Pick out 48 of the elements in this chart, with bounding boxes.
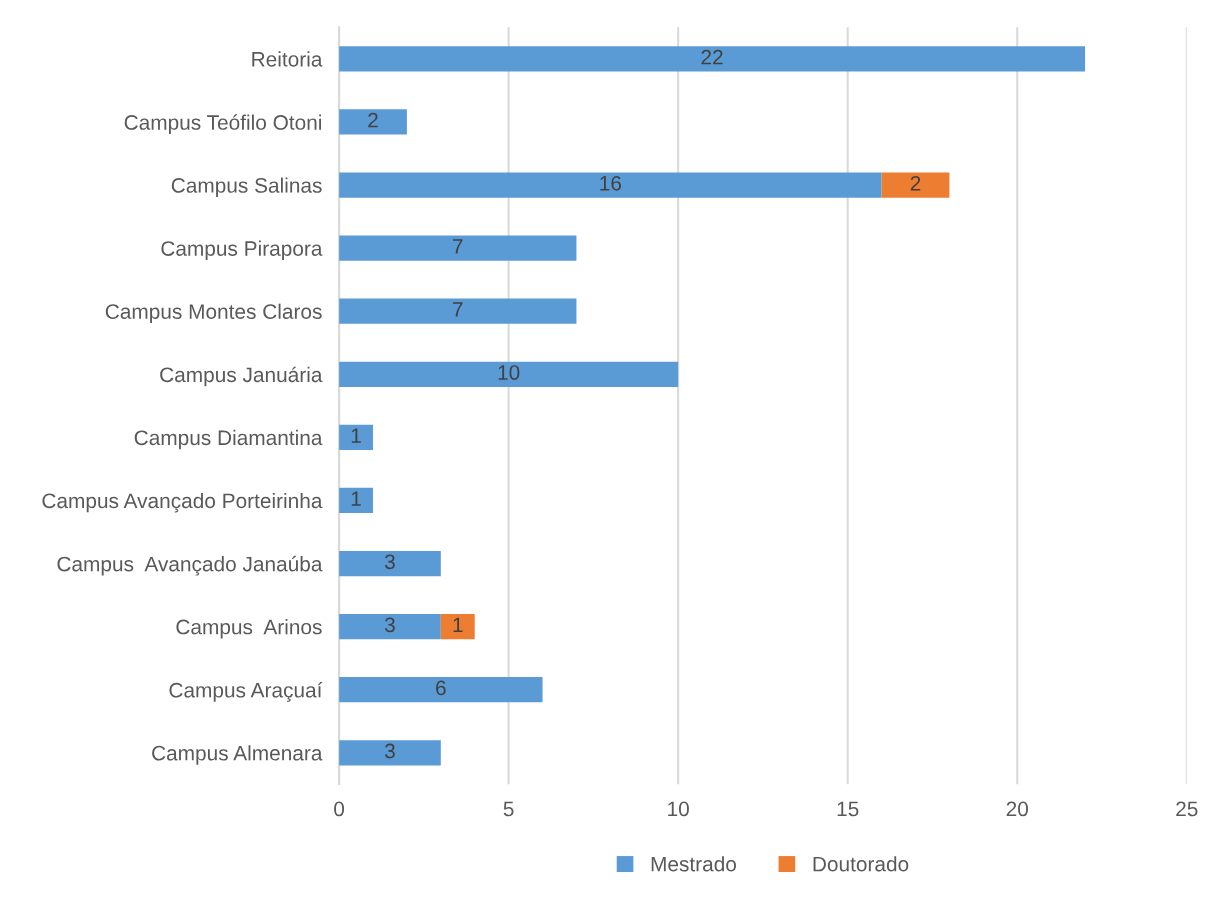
data-label: 1 [351, 491, 361, 506]
data-label: 16 [600, 175, 622, 191]
bar [881, 172, 950, 198]
bar [339, 298, 577, 324]
legend-label: Doutorado [813, 856, 909, 872]
y-tick-label: Campus Januária [160, 366, 323, 387]
bar [339, 235, 577, 261]
bar [339, 109, 407, 135]
x-tick-label: 15 [837, 801, 859, 817]
data-label: 7 [453, 239, 463, 254]
y-tick-label: Campus Avançado Porteirinha [42, 492, 323, 513]
data-label: 7 [453, 302, 463, 317]
x-tick-label: 10 [668, 801, 689, 817]
bar [440, 614, 475, 640]
data-label: 3 [384, 617, 395, 633]
bar [339, 740, 441, 766]
x-tick-label: 5 [503, 801, 514, 817]
bar [339, 487, 373, 514]
y-tick-label: Campus Montes Claros [105, 303, 322, 324]
y-tick-label: Campus Teófilo Otoni [124, 114, 322, 134]
x-tick-label: 0 [334, 801, 345, 817]
y-tick-label: Campus Avançado Janaúba [57, 555, 323, 576]
bar [339, 361, 679, 387]
data-label: 2 [368, 112, 378, 128]
y-tick-label: Campus Almenara [152, 745, 323, 765]
bar [339, 677, 543, 703]
bar [339, 46, 1086, 72]
x-tick-label: 20 [1006, 801, 1029, 817]
x-tick-label: 25 [1176, 801, 1198, 817]
y-tick-label: Reitoria [252, 51, 323, 67]
data-label: 6 [436, 680, 446, 696]
bar [339, 424, 373, 450]
bar [339, 614, 441, 640]
data-label: 22 [701, 49, 723, 65]
data-label: 2 [910, 175, 921, 191]
legend-label: Mestrado [651, 856, 737, 872]
y-tick-label: Campus Diamantina [134, 429, 323, 450]
y-tick-label: Campus Araçuaí [169, 682, 323, 702]
data-label: 3 [384, 743, 395, 759]
data-label: 1 [351, 428, 361, 443]
bar [339, 172, 882, 198]
bar [339, 550, 441, 577]
data-label: 10 [498, 365, 520, 380]
y-tick-label: Campus Arinos [176, 619, 322, 639]
data-label: 1 [453, 617, 463, 633]
y-tick-label: Campus Pirapora [161, 240, 323, 261]
data-label: 3 [384, 554, 395, 570]
y-tick-label: Campus Salinas [171, 177, 322, 197]
